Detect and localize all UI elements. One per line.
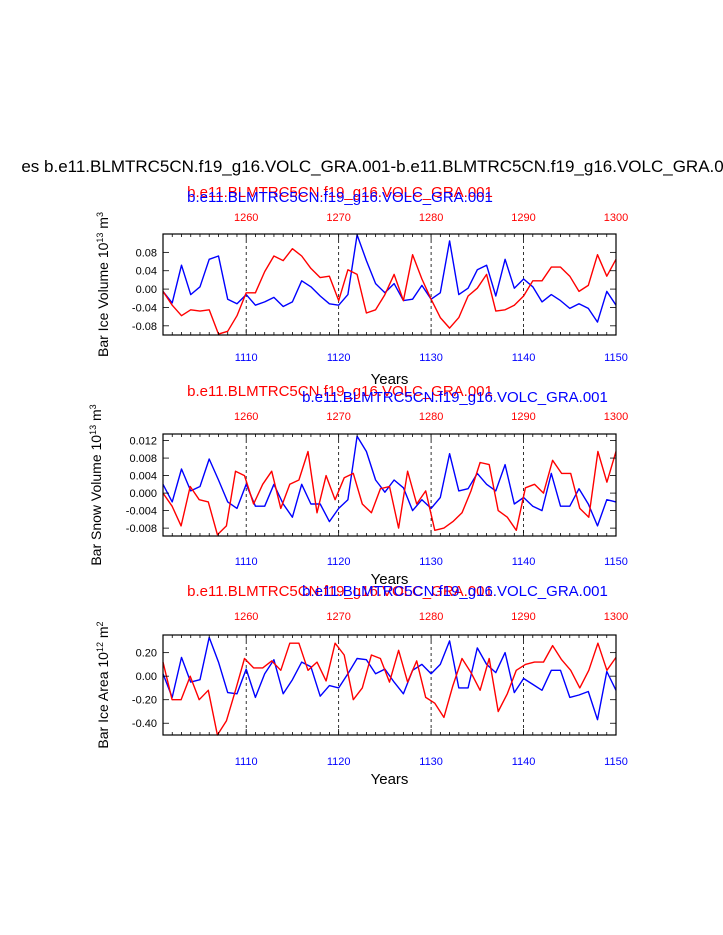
y-axis-label: Bar Ice Area 1012 m2 (95, 621, 111, 748)
red-run-title: b.e11.BLMTRC5CN.f19_g16.VOLC_GRA.001 (187, 383, 493, 400)
y-tick-label: 0.000 (129, 488, 157, 500)
x-tick-label-blue: 1110 (235, 756, 258, 768)
series-line-red (162, 247, 617, 335)
x-tick-label-blue: 1150 (604, 556, 628, 568)
x-tick-label-blue: 1120 (327, 352, 351, 364)
x-tick-label-red: 1260 (234, 611, 258, 623)
y-tick-label: -0.008 (126, 523, 157, 535)
series-line-red (162, 450, 617, 536)
x-tick-label-red: 1260 (234, 212, 258, 224)
y-axis-label: Bar Snow Volume 1013 m3 (88, 404, 104, 565)
y-tick-label: 0.004 (129, 471, 157, 483)
y-label-exponent: 12 (95, 642, 105, 652)
y-tick-label: -0.004 (126, 506, 157, 518)
series-line-red (162, 642, 617, 736)
y-label-text: Bar Snow Volume 10 (88, 435, 104, 566)
y-label-text: Bar Ice Area 10 (95, 652, 111, 749)
y-tick-label: -0.40 (132, 718, 157, 730)
y-label-text: m (95, 217, 111, 233)
x-tick-label-red: 1280 (419, 212, 443, 224)
y-tick-label: -0.04 (132, 302, 157, 314)
x-tick-label-blue: 1110 (235, 352, 258, 364)
main-title: es b.e11.BLMTRC5CN.f19_g16.VOLC_GRA.001-… (21, 157, 723, 176)
x-tick-label-blue: 1120 (327, 756, 351, 768)
panel-snow-volume: b.e11.BLMTRC5CN.f19_g16.VOLC_GRA.001b.e1… (88, 383, 628, 588)
x-tick-label-red: 1280 (419, 411, 443, 423)
x-tick-label-blue: 1110 (235, 556, 258, 568)
x-tick-label-red: 1280 (419, 611, 443, 623)
panel-ice-area: b.e11.BLMTRC5CN.f19_g16.VOLC_GRA.001b.e1… (95, 583, 628, 788)
x-tick-label-red: 1260 (234, 411, 258, 423)
red-run-title: b.e11.BLMTRC5CN.f19_g16.VOLC_GRA.001 (187, 184, 493, 201)
y-tick-label: 0.012 (129, 436, 157, 448)
y-tick-label: 0.00 (136, 671, 157, 683)
plot-frame (162, 433, 617, 537)
x-tick-label-red: 1300 (604, 611, 628, 623)
x-tick-label-red: 1290 (511, 411, 535, 423)
y-label-exponent: 3 (95, 212, 105, 217)
blue-run-title: b.e11.BLMTRC5CN.f19_g16.VOLC_GRA.001 (187, 189, 493, 206)
y-tick-label: 0.00 (136, 284, 157, 296)
x-tick-label-red: 1300 (604, 411, 628, 423)
y-tick-label: 0.04 (136, 266, 157, 278)
y-tick-label: 0.20 (136, 648, 157, 660)
panel-ice-volume: b.e11.BLMTRC5CN.f19_g16.VOLC_GRA.001b.e1… (95, 184, 628, 388)
y-tick-label: 0.08 (136, 247, 157, 259)
blue-run-title: b.e11.BLMTRC5CN.f19_g16.VOLC_GRA.001 (302, 583, 608, 600)
x-tick-label-blue: 1150 (604, 756, 628, 768)
plot-frame (162, 634, 617, 736)
x-tick-label-blue: 1140 (512, 756, 536, 768)
y-axis-label: Bar Ice Volume 1013 m3 (95, 212, 111, 357)
y-label-exponent: 3 (88, 404, 98, 409)
blue-run-title: b.e11.BLMTRC5CN.f19_g16.VOLC_GRA.001 (302, 389, 608, 406)
y-label-text: Bar Ice Volume 10 (95, 242, 111, 357)
red-run-title: b.e11.BLMTRC5CN.f19_g16.VOLC_GRA.001 (187, 583, 493, 600)
x-tick-label-red: 1270 (326, 212, 350, 224)
y-tick-label: -0.20 (132, 695, 157, 707)
y-label-exponent: 13 (95, 233, 105, 243)
x-tick-label-blue: 1130 (419, 756, 443, 768)
series-line-blue (162, 234, 617, 323)
y-tick-label: -0.08 (132, 321, 157, 333)
series-line-blue (162, 435, 617, 527)
x-tick-label-red: 1270 (326, 611, 350, 623)
y-label-exponent: 2 (95, 621, 105, 626)
x-axis-label: Years (371, 371, 409, 388)
panels: b.e11.BLMTRC5CN.f19_g16.VOLC_GRA.001b.e1… (88, 184, 628, 788)
x-axis-label: Years (371, 771, 409, 788)
x-tick-label-blue: 1130 (419, 352, 443, 364)
y-label-text: m (95, 626, 111, 642)
plot-frame (162, 233, 617, 336)
x-tick-label-red: 1300 (604, 212, 628, 224)
x-tick-label-blue: 1120 (327, 556, 351, 568)
y-label-text: m (88, 409, 104, 425)
x-tick-label-red: 1270 (326, 411, 350, 423)
x-tick-label-blue: 1140 (512, 352, 536, 364)
y-label-exponent: 13 (88, 425, 98, 435)
y-tick-label: 0.008 (129, 453, 157, 465)
series-line-blue (162, 636, 617, 721)
x-axis-label: Years (371, 571, 409, 588)
x-tick-label-blue: 1140 (512, 556, 536, 568)
x-tick-label-blue: 1150 (604, 352, 628, 364)
x-tick-label-red: 1290 (511, 212, 535, 224)
x-tick-label-blue: 1130 (419, 556, 443, 568)
x-tick-label-red: 1290 (511, 611, 535, 623)
